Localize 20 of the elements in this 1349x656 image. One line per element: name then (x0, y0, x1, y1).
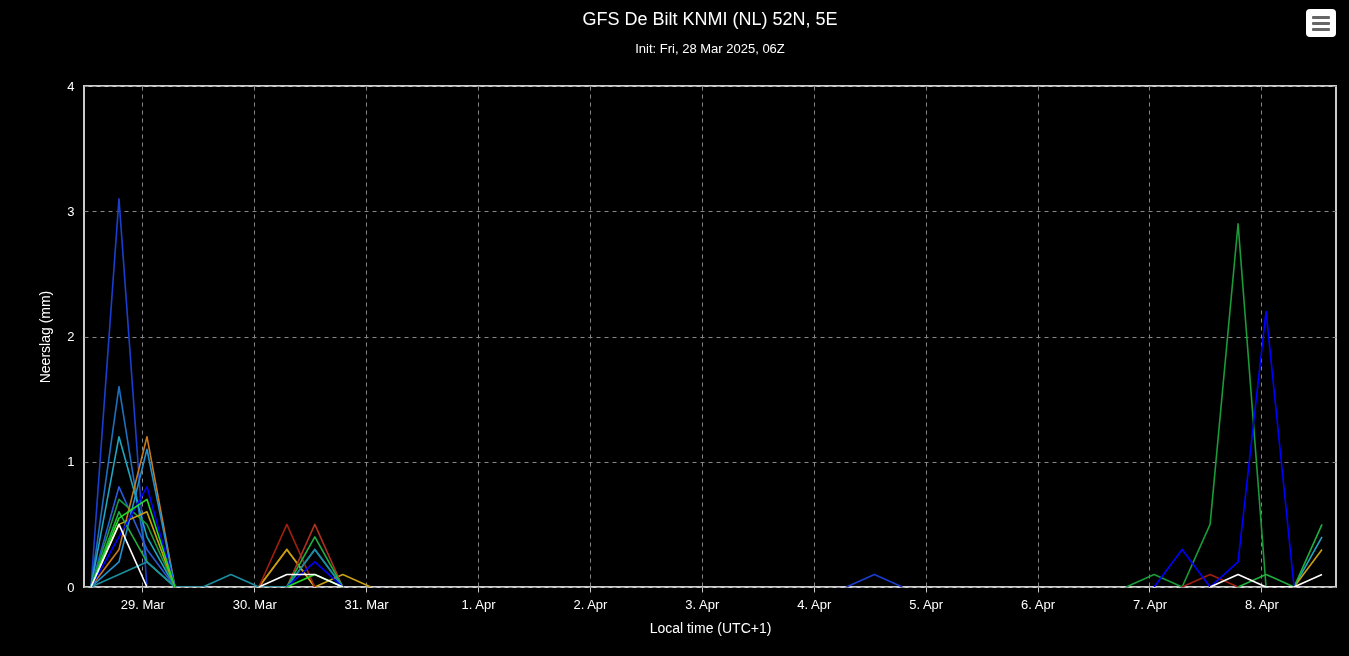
x-tick-label: 5. Apr (909, 596, 944, 612)
y-tick-label: 0 (67, 579, 75, 595)
x-tick-label: 1. Apr (461, 596, 497, 612)
y-tick-label: 1 (67, 454, 75, 470)
chart-title: GFS De Bilt KNMI (NL) 52N, 5E (582, 9, 838, 29)
x-tick-label: 7. Apr (1133, 596, 1168, 612)
y-tick-label: 2 (67, 329, 75, 344)
y-axis-title: Neerslag (mm) (37, 290, 54, 384)
x-tick-label: 29. Mar (120, 596, 166, 612)
x-tick-label: 4. Apr (797, 596, 832, 612)
y-tick-label: 3 (67, 203, 75, 219)
x-tick-label: 31. Mar (344, 596, 390, 612)
x-tick-label: 2. Apr (573, 596, 609, 612)
x-tick-label: 6. Apr (1021, 596, 1056, 612)
x-tick-label: 3. Apr (685, 596, 720, 612)
x-tick-label: 30. Mar (232, 596, 278, 612)
x-tick-label: 8. Apr (1244, 596, 1280, 612)
chart-subtitle: Init: Fri, 28 Mar 2025, 06Z (635, 41, 785, 56)
x-axis-title: Local time (UTC+1) (649, 619, 772, 636)
y-tick-label: 4 (67, 78, 75, 94)
